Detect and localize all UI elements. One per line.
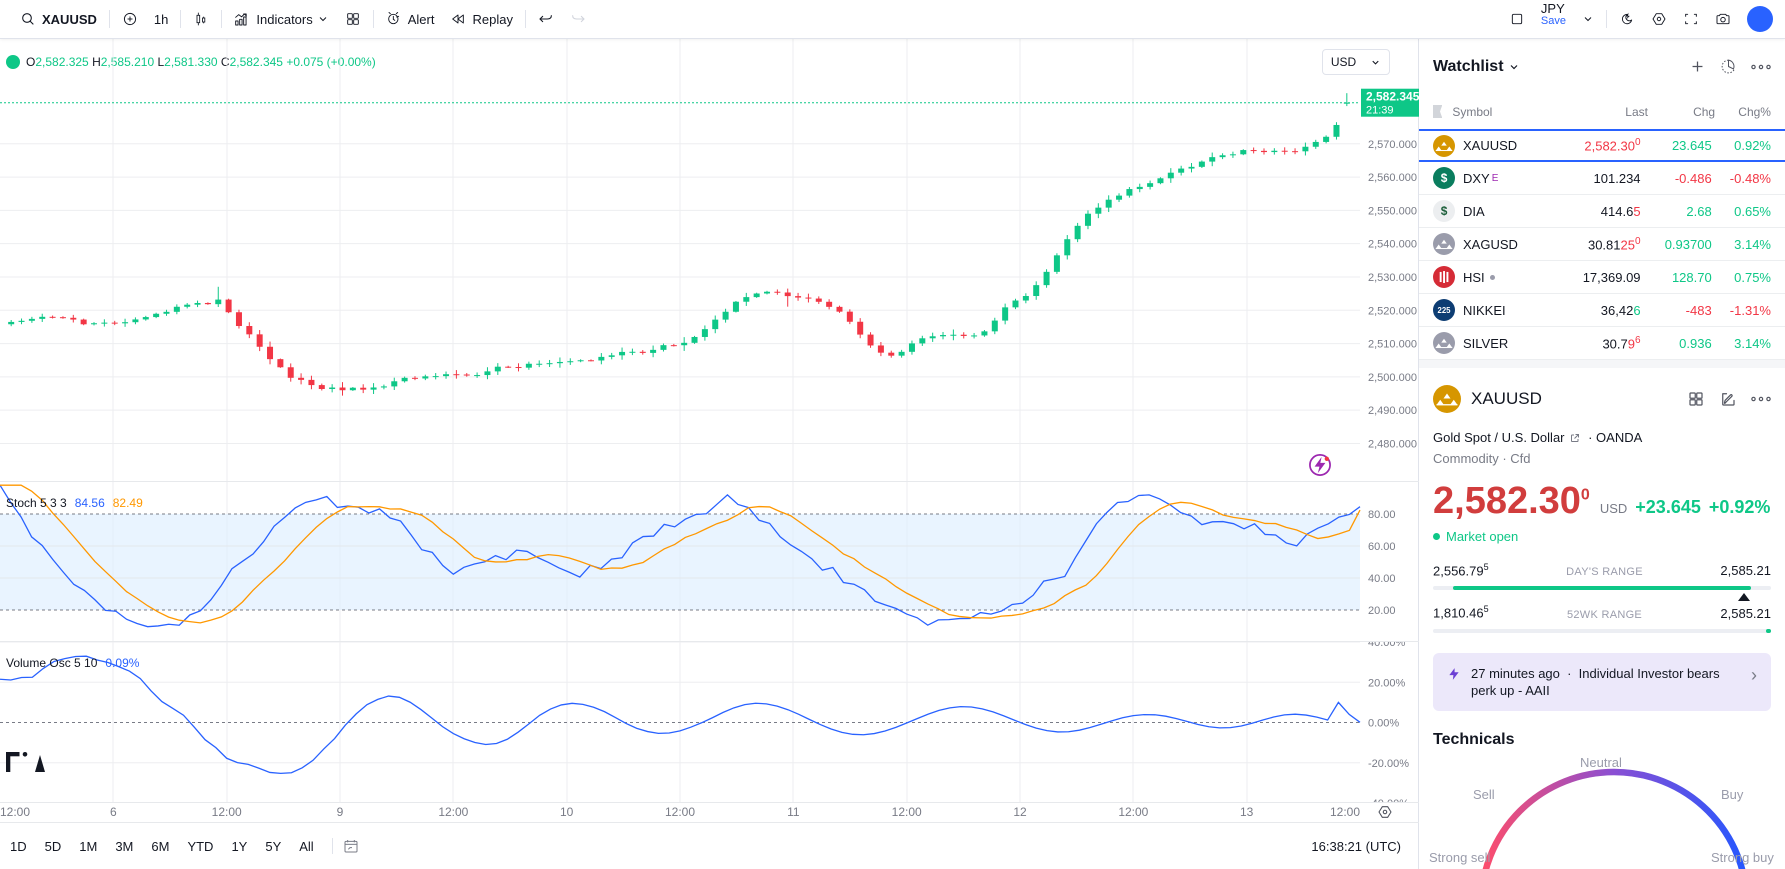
- svg-text:2,582.345: 2,582.345: [1366, 90, 1419, 104]
- svg-text:20.00: 20.00: [1368, 605, 1396, 617]
- svg-text:2,510.000: 2,510.000: [1368, 339, 1417, 351]
- svg-text:40.00%: 40.00%: [1368, 642, 1406, 649]
- svg-text:60.00: 60.00: [1368, 541, 1396, 553]
- svg-text:2,570.000: 2,570.000: [1368, 139, 1417, 151]
- svg-text:6: 6: [110, 805, 117, 819]
- svg-text:0.00%: 0.00%: [1368, 718, 1399, 730]
- svg-text:2,490.000: 2,490.000: [1368, 405, 1417, 417]
- svg-text:2,530.000: 2,530.000: [1368, 272, 1417, 284]
- svg-text:12:00: 12:00: [438, 805, 468, 819]
- svg-text:12:00: 12:00: [212, 805, 242, 819]
- svg-text:12:00: 12:00: [1330, 805, 1360, 819]
- svg-text:12:00: 12:00: [0, 805, 30, 819]
- svg-text:2,500.000: 2,500.000: [1368, 372, 1417, 384]
- svg-text:$: $: [1441, 204, 1448, 218]
- svg-text:2,550.000: 2,550.000: [1368, 205, 1417, 217]
- svg-text:11: 11: [787, 805, 800, 819]
- svg-text:80.00: 80.00: [1368, 509, 1396, 521]
- svg-text:2,520.000: 2,520.000: [1368, 305, 1417, 317]
- svg-text:$: $: [1441, 171, 1448, 185]
- svg-text:20.00%: 20.00%: [1368, 677, 1406, 689]
- svg-text:2,540.000: 2,540.000: [1368, 239, 1417, 251]
- svg-text:9: 9: [337, 805, 344, 819]
- svg-text:2,560.000: 2,560.000: [1368, 172, 1417, 184]
- svg-text:2,480.000: 2,480.000: [1368, 438, 1417, 450]
- svg-text:12:00: 12:00: [665, 805, 695, 819]
- svg-text:21:39: 21:39: [1366, 105, 1394, 117]
- svg-text:12:00: 12:00: [1118, 805, 1148, 819]
- svg-text:13: 13: [1240, 805, 1254, 819]
- svg-text:12: 12: [1013, 805, 1027, 819]
- svg-text:12:00: 12:00: [892, 805, 922, 819]
- svg-text:40.00: 40.00: [1368, 573, 1396, 585]
- svg-text:-20.00%: -20.00%: [1368, 758, 1409, 770]
- svg-text:10: 10: [560, 805, 574, 819]
- svg-text:225: 225: [1438, 306, 1452, 315]
